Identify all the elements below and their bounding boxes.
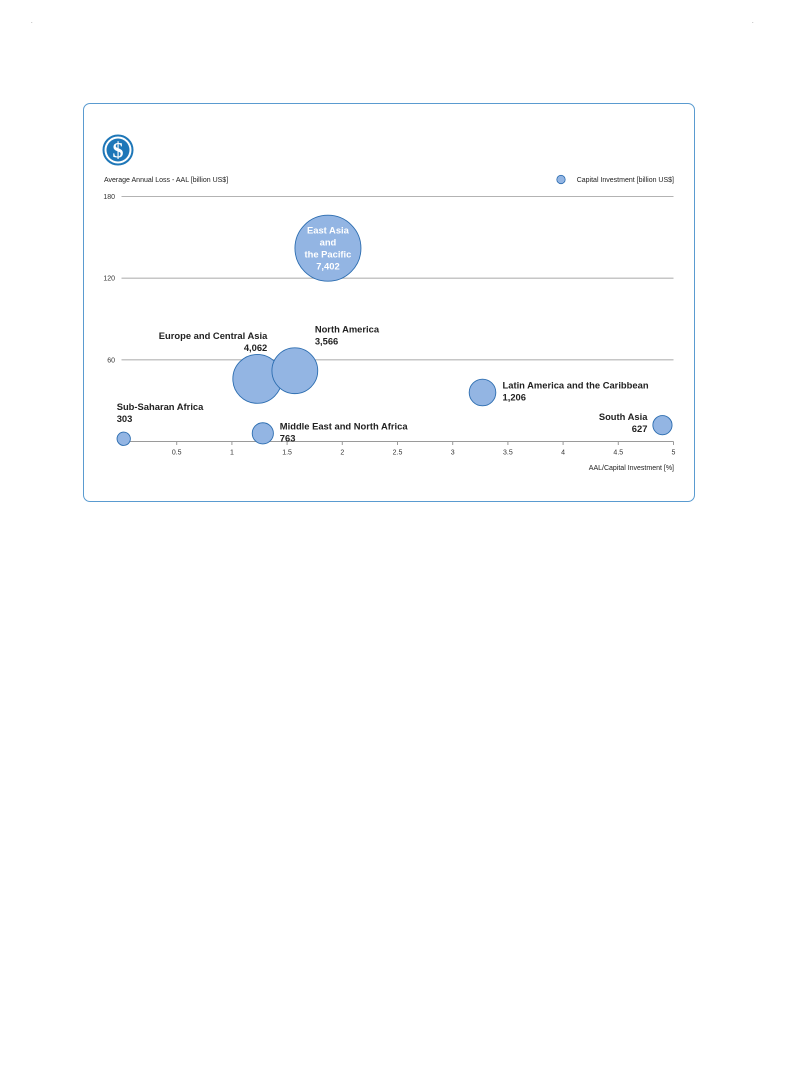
x-axis-label: AAL/Capital Investment [%] [589,465,674,472]
bubble-region-label: the Pacific [304,249,351,260]
bubble-value-label: 303 [117,413,133,424]
bubble-region-label: South Asia [599,411,648,422]
bubble-value-label: 1,206 [503,392,526,403]
bubble-region-label: Europe and Central Asia [159,330,268,341]
bubble-value-label: 3,566 [315,336,338,347]
x-tick-label: 1.5 [282,450,292,457]
bubble-region-label: North America [315,324,380,335]
bubble-region-label: Sub-Saharan Africa [117,401,204,412]
bubble-region-label: Latin America and the Caribbean [503,380,649,391]
x-tick-label: 5 [672,450,676,457]
bubble-value-label: 763 [280,432,296,443]
bubble-chart: $ Average Annual Loss - AAL [billion US$… [102,134,676,472]
x-tick-label: 2.5 [393,450,403,457]
corner-mark-left: . [31,19,33,25]
x-tick-label: 4 [561,450,565,457]
x-tick-label: 2 [340,450,344,457]
bubble-point [652,415,673,436]
bubble-value-label: 4,062 [244,342,267,353]
bubble-point [468,378,497,407]
bubble-point [271,347,319,395]
x-tick-label: 1 [230,450,234,457]
x-tick-label: 0.5 [172,450,182,457]
x-tick-label: 3 [451,450,455,457]
y-tick-label: 180 [103,194,115,201]
y-tick-label: 120 [103,276,115,283]
chart-frame: $ Average Annual Loss - AAL [billion US$… [83,103,695,502]
bubble-value-label: 7,402 [316,261,339,272]
x-tick-label: 3.5 [503,450,513,457]
x-tick-label: 4.5 [613,450,623,457]
svg-text:$: $ [113,138,124,163]
legend-label: Capital Investment [billion US$] [577,177,674,184]
bubble-point [251,422,274,445]
bubble-point [116,431,131,446]
bubble-region-label: East Asia [307,225,350,236]
dollar-icon: $ [102,134,134,166]
bubble-region-label: Middle East and North Africa [280,420,409,431]
bubble-point [294,214,362,282]
y-tick-label: 60 [107,357,115,364]
corner-mark-right: . [752,19,754,25]
y-axis-label: Average Annual Loss - AAL [billion US$] [104,177,228,184]
legend-bubble-swatch [556,174,566,185]
bubble-value-label: 627 [632,423,648,434]
bubble-region-label: and [320,237,337,248]
